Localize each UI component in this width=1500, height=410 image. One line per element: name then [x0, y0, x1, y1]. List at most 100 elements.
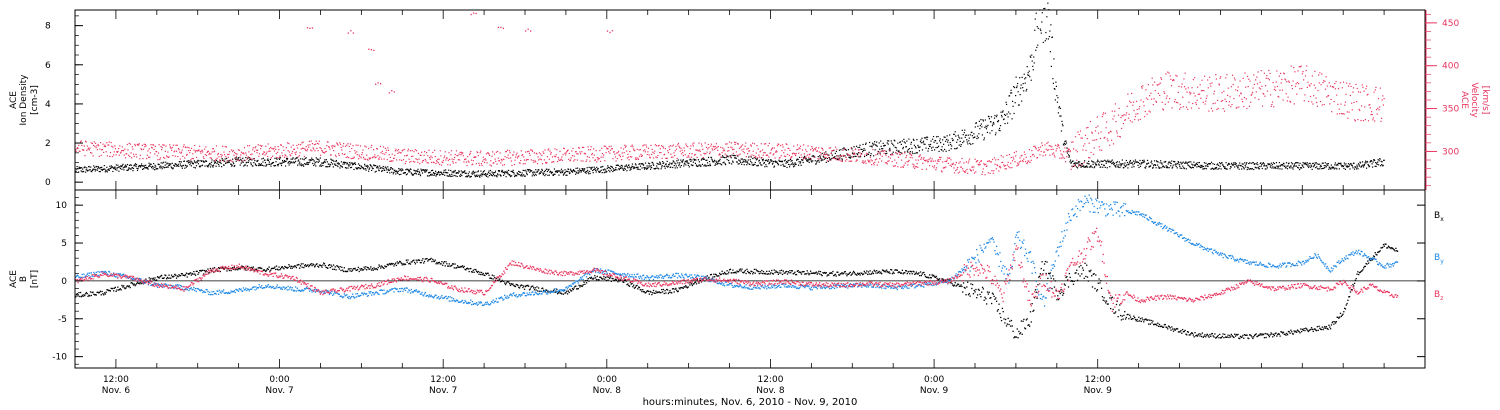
- field-point-bx: [218, 267, 221, 270]
- density-point: [1074, 164, 1077, 166]
- density-point: [141, 168, 144, 170]
- velocity-point: [1217, 107, 1219, 110]
- velocity-point: [1265, 77, 1267, 79]
- velocity-point: [94, 145, 96, 148]
- velocity-point: [166, 155, 168, 157]
- density-point: [172, 168, 174, 170]
- density-point: [1155, 167, 1157, 169]
- density-point: [864, 143, 867, 145]
- density-point: [1363, 163, 1366, 166]
- density-point: [314, 161, 316, 163]
- density-point: [1028, 70, 1030, 72]
- velocity-point: [957, 172, 959, 174]
- velocity-point: [892, 154, 894, 156]
- velocity-point: [289, 154, 291, 156]
- velocity-point: [764, 152, 766, 154]
- density-point: [907, 149, 909, 151]
- velocity-point: [758, 154, 760, 156]
- density-point: [1302, 161, 1304, 164]
- density-point: [346, 162, 349, 164]
- density-point: [101, 169, 103, 172]
- velocity-point: [368, 157, 370, 159]
- velocity-point: [571, 155, 574, 157]
- density-point: [192, 163, 195, 165]
- density-point: [1157, 164, 1159, 166]
- velocity-point: [579, 153, 582, 155]
- velocity-point: [1114, 110, 1116, 112]
- density-point: [289, 162, 291, 165]
- density-point: [428, 175, 431, 177]
- velocity-point: [232, 150, 234, 153]
- density-point: [355, 167, 357, 169]
- velocity-point: [566, 150, 568, 153]
- velocity-point: [697, 150, 699, 152]
- velocity-point: [1165, 73, 1167, 75]
- density-point: [1192, 164, 1194, 166]
- velocity-point: [1261, 105, 1264, 107]
- velocity-point: [454, 153, 456, 156]
- velocity-point: [1017, 164, 1019, 166]
- velocity-point: [359, 155, 361, 158]
- density-point: [136, 167, 138, 169]
- velocity-point: [392, 160, 394, 162]
- velocity-point: [295, 151, 297, 153]
- density-point: [273, 165, 276, 167]
- velocity-point: [1298, 82, 1300, 85]
- velocity-point: [162, 144, 164, 146]
- velocity-point: [1126, 105, 1128, 107]
- density-point: [1347, 166, 1349, 168]
- velocity-point: [690, 145, 692, 147]
- density-point: [746, 164, 748, 166]
- field-point-bx: [84, 294, 86, 297]
- velocity-point: [755, 155, 757, 158]
- density-point: [1047, 2, 1049, 4]
- velocity-point: [186, 153, 188, 156]
- density-point: [224, 160, 226, 162]
- density-point: [1225, 162, 1227, 164]
- velocity-point: [1128, 113, 1130, 115]
- density-point: [392, 173, 394, 175]
- density-point: [213, 160, 215, 162]
- velocity-point: [1374, 120, 1376, 122]
- density-point: [822, 155, 824, 157]
- velocity-point: [86, 149, 88, 152]
- velocity-point: [87, 148, 89, 150]
- velocity-point: [337, 144, 339, 146]
- density-point: [450, 169, 452, 172]
- density-point: [328, 163, 330, 165]
- density-point: [1310, 164, 1312, 166]
- density-point: [561, 170, 563, 172]
- velocity-point: [78, 144, 80, 146]
- density-point: [533, 174, 535, 177]
- velocity-point: [1097, 132, 1100, 134]
- velocity-tick-label: 450: [1442, 19, 1459, 29]
- velocity-point: [1380, 120, 1382, 122]
- density-point: [447, 172, 449, 174]
- density-point: [893, 145, 895, 147]
- field-point-bx: [92, 291, 94, 293]
- velocity-point: [278, 156, 281, 158]
- density-point: [809, 157, 811, 160]
- density-point: [792, 164, 794, 166]
- velocity-point: [381, 158, 383, 160]
- density-point: [870, 154, 872, 157]
- velocity-point: [910, 153, 912, 156]
- density-point: [427, 175, 429, 177]
- density-point: [435, 175, 437, 177]
- density-point: [135, 164, 138, 166]
- velocity-point: [154, 145, 156, 147]
- density-point: [1123, 166, 1125, 169]
- density-point: [806, 159, 808, 161]
- density-point: [749, 163, 751, 166]
- density-point: [1238, 168, 1240, 170]
- density-point: [1373, 159, 1375, 161]
- density-point: [1286, 165, 1288, 167]
- velocity-point: [1078, 133, 1080, 136]
- velocity-point: [320, 147, 322, 150]
- density-point: [885, 153, 887, 155]
- velocity-point: [1131, 121, 1133, 123]
- density-point: [1227, 164, 1229, 166]
- density-point: [628, 166, 631, 168]
- velocity-point: [125, 153, 127, 155]
- density-point: [902, 146, 904, 148]
